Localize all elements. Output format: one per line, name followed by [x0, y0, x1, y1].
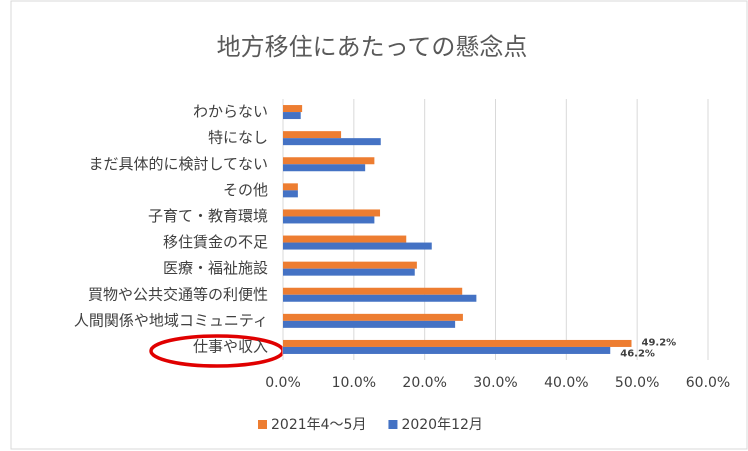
x-tick-label: 60.0%	[686, 375, 730, 391]
y-tick-label: その他	[223, 181, 268, 199]
x-tick-label: 10.0%	[332, 375, 376, 391]
legend-swatch	[388, 420, 398, 429]
bar	[283, 242, 432, 250]
y-tick-label: 買物や公共交通等の利便性	[88, 285, 268, 303]
bar	[283, 287, 463, 295]
bar	[283, 183, 298, 191]
bar	[283, 216, 375, 224]
chart-title: 地方移住にあたっての懸念点	[217, 33, 528, 61]
legend-label: 2021年4～5月	[271, 417, 366, 433]
y-tick-label: 人間関係や地域コミュニティ	[74, 311, 268, 329]
bar	[283, 164, 366, 172]
bar	[283, 268, 415, 276]
y-tick-label: 特になし	[208, 129, 268, 147]
bar	[283, 209, 381, 217]
y-tick-label: 移住賃金の不足	[163, 233, 268, 251]
y-tick-label: わからない	[193, 103, 268, 121]
bar	[283, 112, 301, 120]
x-tick-label: 30.0%	[473, 375, 517, 391]
chart-frame	[10, 0, 748, 450]
bar	[283, 138, 381, 146]
x-tick-label: 40.0%	[544, 375, 588, 391]
data-label: 46.2%	[620, 348, 655, 359]
x-tick-label: 0.0%	[265, 375, 301, 391]
bar	[283, 261, 417, 269]
bar	[283, 339, 632, 347]
bar	[283, 294, 477, 302]
bar	[283, 313, 463, 321]
bar	[283, 157, 375, 165]
y-tick-label: 仕事や収入	[193, 337, 268, 355]
bar	[283, 235, 407, 243]
y-tick-label: まだ具体的に検討してない	[88, 155, 268, 173]
bar	[283, 131, 342, 139]
y-tick-label: 医療・福祉施設	[163, 259, 268, 277]
bar	[283, 346, 611, 354]
bar	[283, 105, 303, 113]
x-tick-label: 20.0%	[402, 375, 446, 391]
legend-label: 2020年12月	[401, 417, 482, 433]
x-tick-label: 50.0%	[615, 375, 659, 391]
legend-swatch	[258, 420, 267, 429]
bar	[283, 190, 298, 198]
data-label: 49.2%	[642, 337, 677, 348]
bar	[283, 320, 456, 328]
y-tick-label: 子育て・教育環境	[148, 207, 268, 225]
